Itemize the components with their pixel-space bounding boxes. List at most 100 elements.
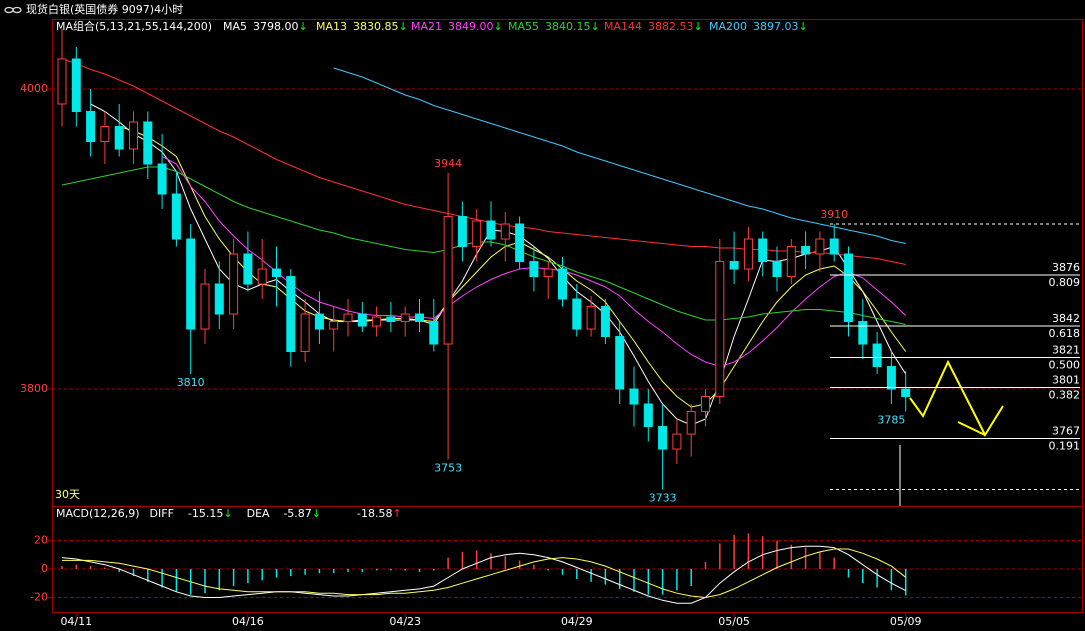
diff-value: -15.15 <box>188 507 223 520</box>
candle-body <box>844 253 853 323</box>
dea-line <box>62 548 907 599</box>
x-tick-label: 04/23 <box>389 615 421 628</box>
legend-entry: MA144 3882.53↓ <box>604 20 703 33</box>
candle-body <box>600 306 610 338</box>
diff-trend: ↓ <box>223 507 232 520</box>
legend-value: 3882.53 <box>648 20 694 33</box>
ma-line <box>90 103 907 426</box>
macd-panel-border <box>52 506 1083 613</box>
ma-line <box>333 67 906 244</box>
dea-name: DEA <box>247 507 270 520</box>
extreme-label: 3733 <box>649 492 677 505</box>
candle-body <box>758 238 768 263</box>
dea-value: -5.87 <box>283 507 311 520</box>
candle-body <box>329 321 339 330</box>
candle-body <box>214 283 224 315</box>
legend-value: 3830.85 <box>353 20 399 33</box>
fib-price: 3876 <box>1052 261 1080 274</box>
candle-body <box>743 238 753 270</box>
macd-tick-label: -20 <box>30 590 48 603</box>
legend-name: MA5 <box>223 20 247 33</box>
candle-body <box>901 388 911 398</box>
diff-line <box>61 545 906 604</box>
candle-body <box>243 253 253 285</box>
page-title: 现货白银(英国债券 9097)4小时 <box>26 2 183 16</box>
legend-trend: ↓ <box>694 20 703 33</box>
diff-name: DIFF <box>150 507 174 520</box>
candle-body <box>472 220 482 248</box>
candle-body <box>500 223 510 240</box>
fib-price: 3767 <box>1052 425 1080 438</box>
fib-price: 3821 <box>1052 344 1080 357</box>
candle-body <box>457 216 467 248</box>
legend-trend: ↓ <box>591 20 600 33</box>
candle-body <box>715 261 725 398</box>
candle-body <box>314 313 324 330</box>
legend-name: MA200 <box>709 20 747 33</box>
fib-ratio: 0.382 <box>1049 389 1081 402</box>
candle-body <box>229 253 239 315</box>
legend-entry: MA200 3897.03↓ <box>709 20 808 33</box>
legend-trend: ↓ <box>399 20 408 33</box>
candle-body <box>300 313 310 353</box>
x-tick-label: 04/11 <box>60 615 92 628</box>
candle-body <box>129 121 138 150</box>
candle-body <box>558 268 567 300</box>
candle-body <box>658 426 668 450</box>
candle-body <box>57 58 67 105</box>
title-icon <box>4 6 22 14</box>
candle-body <box>515 223 525 263</box>
x-tick-label: 04/16 <box>232 615 264 628</box>
candle-body <box>415 313 424 323</box>
candle-body <box>672 433 682 450</box>
extreme-label: 3944 <box>434 157 462 170</box>
candle-body <box>272 268 281 278</box>
legend-entry: MA13 3830.85↓ <box>316 20 408 33</box>
candle-body <box>829 238 839 255</box>
candle-body <box>701 396 710 413</box>
candle-body <box>257 268 267 285</box>
ma-group-label: MA组合(5,13,21,55,144,200) <box>56 19 212 33</box>
fib-price: 3842 <box>1052 312 1080 325</box>
candle-body <box>343 313 353 323</box>
extreme-label: 3785 <box>877 414 905 427</box>
y-tick-label: 4000 <box>20 82 48 95</box>
candle-body <box>815 238 825 255</box>
legend-name: MA144 <box>604 20 642 33</box>
candle-body <box>143 121 153 165</box>
fib-ratio: 0.618 <box>1049 327 1081 340</box>
legend-trend: ↓ <box>299 20 308 33</box>
extreme-label: 3910 <box>820 208 848 221</box>
ma-line <box>61 166 906 325</box>
fib-ratio: 0.500 <box>1049 359 1081 372</box>
extreme-label: 3810 <box>177 376 205 389</box>
candle-body <box>157 163 167 195</box>
candle-body <box>372 316 382 327</box>
candle-body <box>100 126 110 143</box>
candle-body <box>443 216 453 345</box>
legend-value: 3798.00 <box>253 20 299 33</box>
legend-name: MA55 <box>508 20 539 33</box>
legend-trend: ↓ <box>799 20 808 33</box>
legend-entry: MA5 3798.00↓ <box>223 20 308 33</box>
candle-body <box>486 220 496 240</box>
candle-body <box>86 111 96 143</box>
fib-ratio: 0.191 <box>1049 440 1081 453</box>
candle-body <box>615 336 625 390</box>
candle-body <box>200 283 210 330</box>
candle-body <box>114 126 124 150</box>
fib-ratio: 0.809 <box>1049 276 1081 289</box>
legend-name: MA21 <box>411 20 442 33</box>
candle-body <box>801 246 811 255</box>
candle-body <box>858 321 868 345</box>
candle-body <box>357 313 367 327</box>
projection-zigzag <box>909 359 1004 438</box>
macd-trend: ↑ <box>392 507 401 520</box>
legend-value: 3840.15 <box>545 20 591 33</box>
candle-body <box>286 276 296 353</box>
candle-body <box>686 411 696 435</box>
legend-entry: MA55 3840.15↓ <box>508 20 600 33</box>
candle-body <box>529 261 539 278</box>
